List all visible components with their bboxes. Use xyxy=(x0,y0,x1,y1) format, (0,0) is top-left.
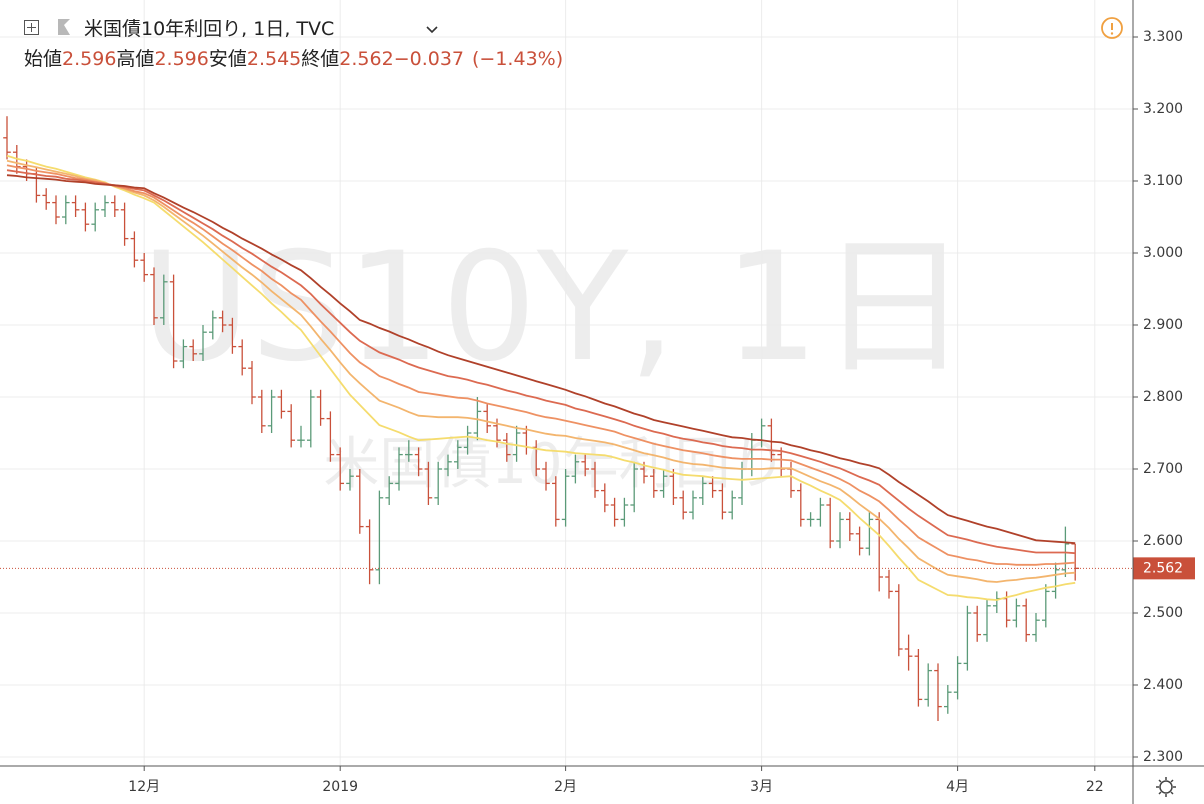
last-price-box xyxy=(1133,557,1195,580)
y-tick-label: 2.900 xyxy=(1143,317,1183,333)
alert-icon[interactable] xyxy=(1101,17,1123,39)
x-tick-label: 4月 xyxy=(946,779,969,795)
y-tick-label: 2.400 xyxy=(1143,677,1183,693)
moving-average-line xyxy=(6,169,1076,555)
dropdown-icon[interactable] xyxy=(426,26,438,34)
last-price-label: 2.562 xyxy=(1143,560,1183,576)
ohlc-value: 2.596 xyxy=(154,48,209,70)
expand-icon[interactable] xyxy=(24,20,39,35)
settings-icon[interactable] xyxy=(1156,777,1176,797)
y-tick-label: 3.300 xyxy=(1143,29,1183,45)
ohlc-value: 2.562 xyxy=(339,48,394,70)
moving-average-line xyxy=(6,174,1076,545)
x-tick-label: 2月 xyxy=(554,779,577,795)
change-percent: (−1.43%) xyxy=(472,48,564,70)
ohlc-label: 安値 xyxy=(208,48,247,70)
header: 米国債10年利回り, 1日, TVC 始値2.596高値2.596安値2.545… xyxy=(24,14,563,74)
ohlc-values: 始値2.596高値2.596安値2.545終値2.562−0.037 (−1.43… xyxy=(24,44,563,74)
y-tick-label: 2.700 xyxy=(1143,461,1183,477)
y-tick-label: 3.100 xyxy=(1143,173,1183,189)
moving-average-line xyxy=(6,159,1076,583)
y-tick-label: 2.500 xyxy=(1143,605,1183,621)
ohlc-label: 始値 xyxy=(24,48,63,70)
ohlc-value: 2.596 xyxy=(62,48,117,70)
x-tick-label: 22 xyxy=(1086,779,1104,795)
flag-icon[interactable] xyxy=(58,19,70,35)
y-tick-label: 3.000 xyxy=(1143,245,1183,261)
y-tick-label: 2.300 xyxy=(1143,749,1183,765)
moving-average-line xyxy=(6,154,1076,601)
moving-average-line xyxy=(6,164,1076,566)
y-tick-label: 2.600 xyxy=(1143,533,1183,549)
ohlc-value: 2.545 xyxy=(246,48,302,70)
header-title-row: 米国債10年利回り, 1日, TVC xyxy=(24,14,563,44)
y-tick-label: 2.800 xyxy=(1143,389,1183,405)
x-tick-label: 2019 xyxy=(322,779,358,795)
symbol-title[interactable]: 米国債10年利回り, 1日, TVC xyxy=(84,18,335,40)
ohlc-label: 高値 xyxy=(116,48,155,70)
watermark: US10Y, 1日 xyxy=(141,221,969,395)
ohlc-label: 終値 xyxy=(301,48,340,70)
y-tick-label: 3.200 xyxy=(1143,101,1183,117)
change-value: −0.037 xyxy=(393,48,465,70)
x-tick-label: 3月 xyxy=(750,779,773,795)
watermark-subtitle: 米国債10年利回り xyxy=(323,432,786,497)
x-tick-label: 12月 xyxy=(128,779,160,795)
